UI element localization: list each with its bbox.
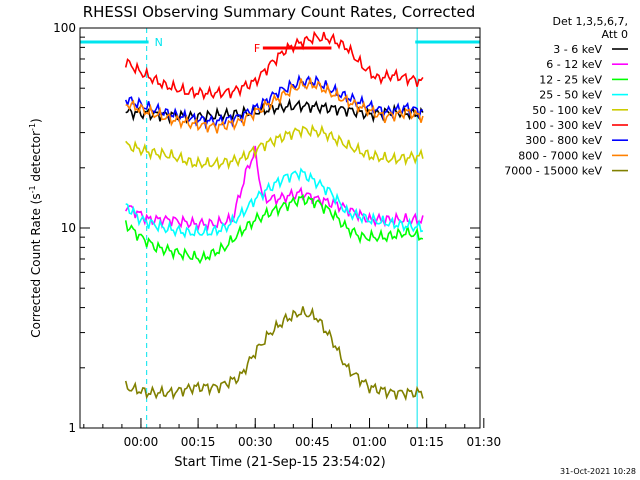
x-tick-label: 00:00 bbox=[124, 435, 159, 449]
legend-label: 800 - 7000 keV bbox=[518, 149, 602, 162]
series-line bbox=[125, 123, 424, 171]
legend: 3 - 6 keV 6 - 12 keV 12 - 25 keV 25 - 50 ke… bbox=[504, 43, 628, 178]
detector-header: Det 1,3,5,6,7, bbox=[552, 15, 628, 28]
y-tick-label: 100 bbox=[53, 21, 76, 35]
series-line bbox=[124, 193, 424, 265]
x-tick-label: 00:15 bbox=[181, 435, 216, 449]
legend-label: 50 - 100 keV bbox=[532, 104, 602, 117]
legend-label: 3 - 6 keV bbox=[553, 43, 602, 56]
x-tick-label: 00:45 bbox=[295, 435, 330, 449]
footer-timestamp: 31-Oct-2021 10:28 bbox=[560, 467, 636, 476]
series-line bbox=[125, 76, 424, 134]
series-line bbox=[125, 145, 424, 232]
series-2 bbox=[124, 193, 424, 265]
x-tick-label: 01:30 bbox=[467, 435, 502, 449]
series-1 bbox=[125, 145, 424, 232]
series-7 bbox=[125, 76, 424, 134]
chart-title: RHESSI Observing Summary Count Rates, Co… bbox=[83, 3, 476, 21]
legend-label: 25 - 50 keV bbox=[539, 89, 602, 102]
flag-label: F bbox=[254, 42, 260, 55]
series-line bbox=[125, 167, 424, 239]
x-axis-label: Start Time (21-Sep-15 23:54:02) bbox=[174, 455, 385, 470]
series-5 bbox=[124, 30, 424, 101]
legend-label: 12 - 25 keV bbox=[539, 73, 602, 86]
legend-label: 100 - 300 keV bbox=[525, 119, 602, 132]
series-line bbox=[125, 97, 424, 125]
attenuator-header: Att 0 bbox=[602, 28, 628, 41]
y-axis: 1 10 100 bbox=[53, 21, 480, 435]
legend-label: 300 - 800 keV bbox=[525, 134, 602, 147]
plot-area bbox=[79, 28, 481, 428]
x-tick-label: 01:15 bbox=[409, 435, 444, 449]
series-3 bbox=[125, 167, 424, 239]
x-tick-label: 00:30 bbox=[238, 435, 273, 449]
y-tick-label: 1 bbox=[68, 421, 76, 435]
series-8 bbox=[124, 306, 424, 402]
y-axis-label: Corrected Count Rate (s-1 detector-1) bbox=[28, 118, 43, 337]
legend-label: 7000 - 15000 keV bbox=[504, 165, 602, 178]
x-tick-label: 01:00 bbox=[352, 435, 387, 449]
legend-label: 6 - 12 keV bbox=[546, 58, 602, 71]
flag-label: N bbox=[155, 36, 163, 49]
series-line bbox=[124, 30, 424, 101]
series-0 bbox=[125, 97, 424, 125]
x-axis: 00:00 00:15 00:30 00:45 01:00 01:15 01:30 bbox=[83, 418, 502, 449]
series-4 bbox=[125, 123, 424, 171]
y-tick-label: 10 bbox=[61, 221, 76, 235]
series-line bbox=[124, 306, 424, 402]
